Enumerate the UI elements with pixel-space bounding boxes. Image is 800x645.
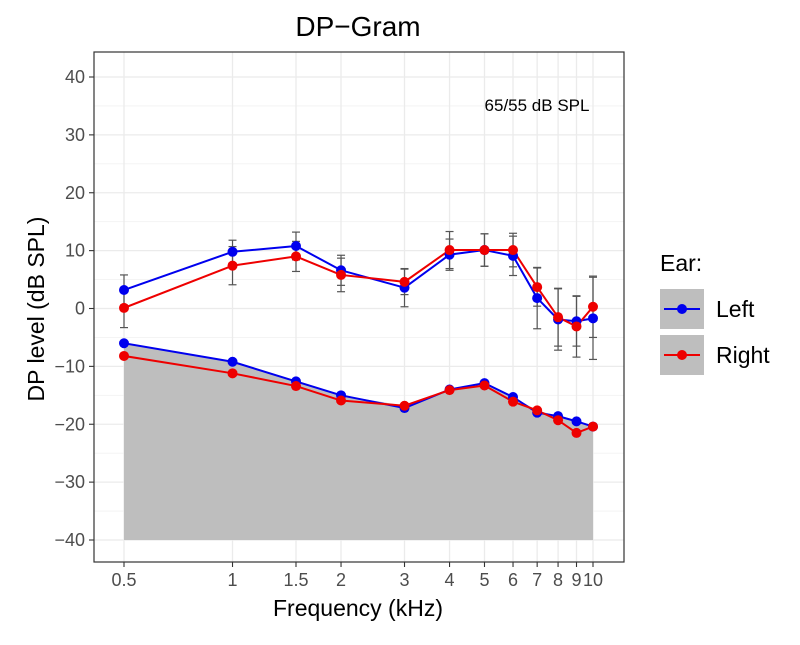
y-tick-label: 40 <box>65 67 85 87</box>
legend-key-point <box>677 350 687 360</box>
x-tick-label: 4 <box>445 570 455 590</box>
right-noise-point <box>444 385 455 396</box>
right-dp-point <box>571 321 582 332</box>
y-axis: −40 −30 −20 −10 0 10 20 30 40 <box>54 67 94 550</box>
right-noise-point <box>532 405 543 416</box>
right-dp-point <box>588 301 598 312</box>
left-dp-point <box>119 284 129 295</box>
x-tick-label: 9 <box>571 570 581 590</box>
right-noise-point <box>227 368 238 379</box>
y-tick-label: 0 <box>75 299 85 319</box>
right-dp-point <box>399 276 410 287</box>
left-dp-point <box>588 313 598 324</box>
x-axis: 0.5 1 1.5 2 3 4 5 6 7 8 9 10 <box>111 562 603 590</box>
left-dp-point <box>532 293 543 304</box>
y-tick-label: −30 <box>54 472 85 492</box>
legend-title: Ear: <box>660 250 702 276</box>
legend-label-right: Right <box>716 342 770 368</box>
right-noise-point <box>508 396 519 407</box>
right-dp-point <box>119 302 129 313</box>
right-noise-point <box>119 350 129 361</box>
right-noise-point <box>336 395 347 406</box>
right-noise-point <box>571 427 582 438</box>
y-tick-label: −40 <box>54 530 85 550</box>
y-tick-label: 10 <box>65 241 85 261</box>
left-noise-point <box>119 338 129 349</box>
series-points <box>119 240 598 438</box>
x-tick-label: 6 <box>508 570 518 590</box>
stimulus-annotation: 65/55 dB SPL <box>485 96 590 115</box>
right-dp-point <box>553 312 564 323</box>
x-tick-label: 2 <box>336 570 346 590</box>
noise-floor-area <box>124 343 593 540</box>
x-tick-label: 5 <box>479 570 489 590</box>
right-dp-point <box>444 245 455 256</box>
x-tick-label: 1.5 <box>283 570 308 590</box>
x-tick-label: 7 <box>532 570 542 590</box>
legend-key-point <box>677 304 687 314</box>
right-dp-point <box>336 269 347 280</box>
legend: Ear: Left Right <box>660 250 770 375</box>
right-noise-point <box>399 400 410 411</box>
right-noise-point <box>588 421 598 432</box>
left-noise-point <box>571 416 582 427</box>
y-tick-label: 30 <box>65 125 85 145</box>
left-dp-point <box>227 246 238 257</box>
right-dp-point <box>290 251 301 262</box>
x-tick-label: 1 <box>228 570 238 590</box>
noise-floor-fill <box>124 343 593 540</box>
right-dp-point <box>508 245 519 256</box>
y-axis-title: DP level (dB SPL) <box>23 217 49 402</box>
right-noise-point <box>290 381 301 392</box>
chart-title: DP−Gram <box>295 11 420 42</box>
x-tick-label: 0.5 <box>111 570 136 590</box>
y-tick-label: −10 <box>54 356 85 376</box>
right-noise-point <box>479 380 490 391</box>
y-tick-label: 20 <box>65 183 85 203</box>
x-tick-label: 10 <box>583 570 603 590</box>
right-dp-point <box>479 245 490 256</box>
x-tick-label: 3 <box>400 570 410 590</box>
x-axis-title: Frequency (kHz) <box>273 595 443 621</box>
plot-border <box>93 51 625 563</box>
left-noise-point <box>227 356 238 367</box>
x-tick-label: 8 <box>553 570 563 590</box>
left-dp-point <box>290 240 301 251</box>
right-dp-point <box>532 282 543 293</box>
right-noise-point <box>553 415 564 426</box>
right-dp-point <box>227 260 238 271</box>
legend-label-left: Left <box>716 296 755 322</box>
y-tick-label: −20 <box>54 414 85 434</box>
